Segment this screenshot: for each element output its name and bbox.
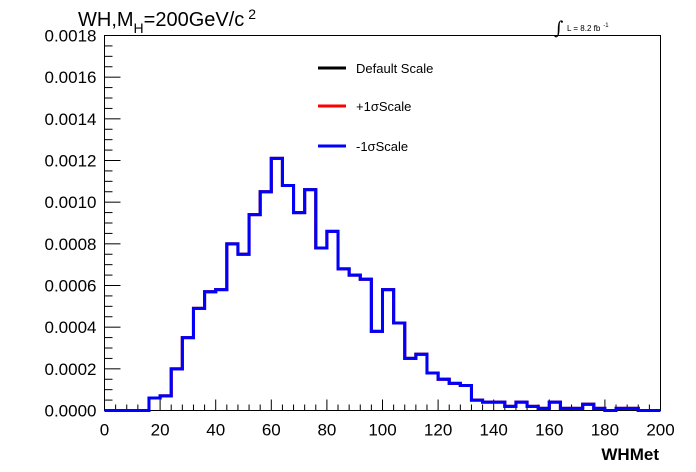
y-tick-label: 0.0008 <box>45 235 97 254</box>
legend-label-default-scale: Default Scale <box>356 61 433 76</box>
x-tick-label: 120 <box>424 421 452 440</box>
legend: Default Scale +1σScale -1σScale <box>318 61 433 154</box>
x-tick-label: 140 <box>480 421 508 440</box>
series-line-minus-sigma-scale <box>104 156 661 412</box>
x-axis-label: WHMet <box>601 445 659 464</box>
legend-label-minus-sigma: -1σScale <box>356 139 408 154</box>
x-tick-label: 60 <box>262 421 281 440</box>
y-tick-label: 0.0016 <box>45 68 97 87</box>
legend-label-plus-sigma: +1σScale <box>356 99 411 114</box>
y-tick-label: 0.0010 <box>45 193 97 212</box>
x-tick-label: 20 <box>151 421 170 440</box>
x-tick-label: 40 <box>206 421 225 440</box>
y-tick-label: 0.0004 <box>45 318 97 337</box>
x-tick-label: 100 <box>368 421 396 440</box>
chart-title-superscript: 2 <box>248 6 256 22</box>
plot-frame <box>104 35 661 411</box>
series-lines <box>104 156 661 412</box>
chart-title-main: WH,M <box>78 9 134 31</box>
x-tick-label: 80 <box>317 421 336 440</box>
y-tick-label: 0.0000 <box>45 402 97 421</box>
x-tick-label: 0 <box>100 421 109 440</box>
y-tick-label: 0.0018 <box>45 27 97 46</box>
x-tick-label: 160 <box>535 421 563 440</box>
lumi-superscript: -1 <box>603 23 609 29</box>
x-tick-label: 180 <box>591 421 619 440</box>
axis-tick-labels: 0 20 40 60 80 100 120 140 160 180 200 0.0000 0.0002 0… <box>45 27 675 440</box>
chart-title-rest: =200GeV/c <box>144 9 245 31</box>
lumi-label: L = 8.2 fb -1 <box>567 23 609 33</box>
x-tick-label: 200 <box>646 421 674 440</box>
y-tick-label: 0.0014 <box>45 110 97 129</box>
series-line-plus-sigma-scale <box>104 156 661 412</box>
y-tick-label: 0.0002 <box>45 360 97 379</box>
y-tick-label: 0.0006 <box>45 277 97 296</box>
y-tick-label: 0.0012 <box>45 152 97 171</box>
axis-ticks <box>104 35 661 411</box>
chart-title-subscript: H <box>134 20 144 36</box>
lumi-label-text: L = 8.2 fb <box>567 24 601 33</box>
series-line-default-scale <box>104 156 661 412</box>
chart-title: WH,MH=200GeV/c 2 <box>78 6 256 36</box>
lumi-integral: ∫ <box>554 18 564 39</box>
